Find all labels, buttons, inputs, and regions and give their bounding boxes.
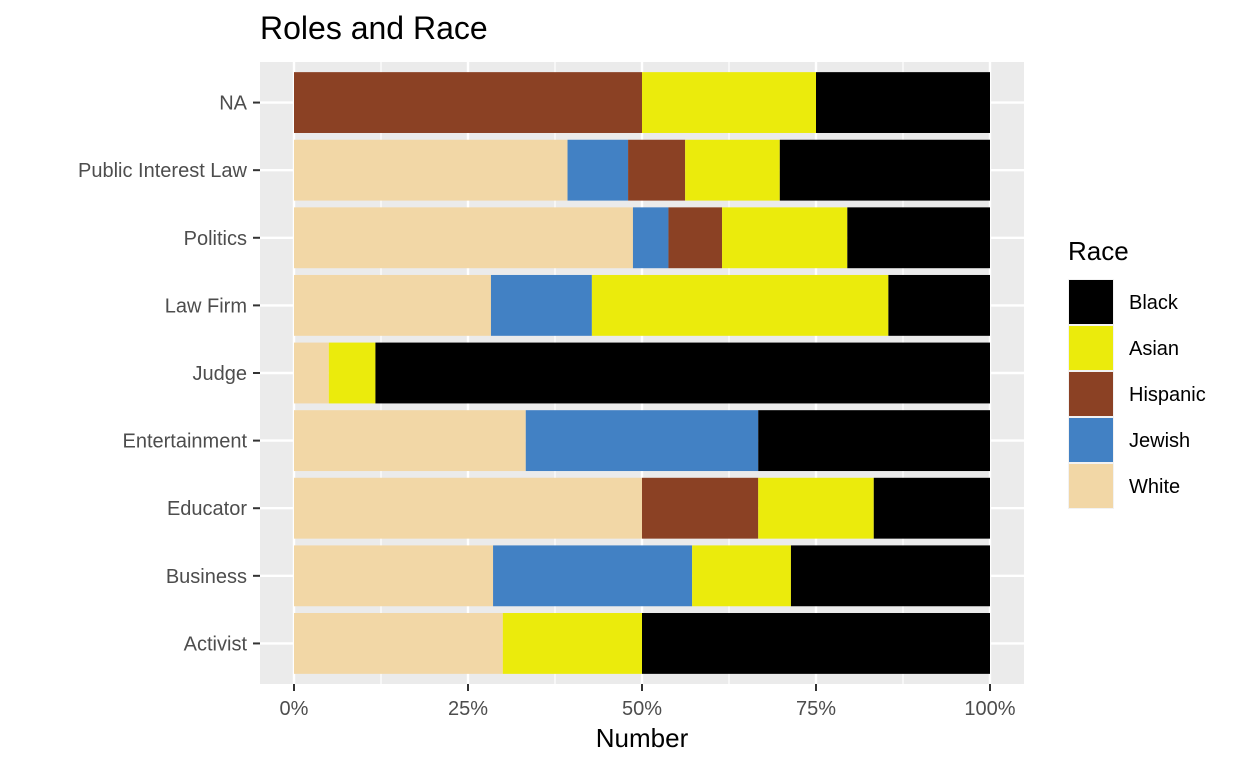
bar-segment-asian-activist (502, 613, 642, 674)
bar-segment-asian-business (692, 545, 791, 607)
x-tick-label: 25% (448, 698, 488, 720)
chart-title: Roles and Race (260, 10, 488, 46)
bar-segment-jewish-entertainment (525, 410, 759, 472)
x-tick-label: 0% (280, 698, 309, 720)
bar-segment-black-business (790, 545, 990, 607)
y-tick-label: Entertainment (122, 431, 247, 453)
legend-swatch-hispanic (1069, 372, 1113, 416)
x-tick-label: 75% (796, 698, 836, 720)
legend-swatch-black (1069, 280, 1113, 324)
bar-segment-white-politics (294, 207, 633, 269)
y-tick-label: Business (166, 566, 247, 588)
bar-segment-black-entertainment (758, 410, 990, 472)
bar-segment-black-na (816, 72, 990, 133)
bar-segment-hispanic-politics (668, 207, 723, 269)
bar-segment-hispanic-educator (642, 477, 759, 539)
bar-segment-white-public-interest-law (294, 139, 568, 201)
legend-label-asian: Asian (1129, 338, 1179, 360)
legend-label-white: White (1129, 476, 1180, 498)
bar-segment-white-activist (294, 613, 503, 674)
bar-segment-jewish-law-firm (490, 274, 592, 336)
bar-segment-asian-politics (722, 207, 848, 269)
bar-segment-jewish-politics (632, 207, 669, 269)
y-tick-label: Educator (167, 498, 247, 520)
bar-segment-white-educator (294, 477, 642, 539)
legend-label-hispanic: Hispanic (1129, 384, 1206, 406)
bars (294, 72, 990, 674)
y-tick-label: Public Interest Law (78, 160, 248, 182)
legend-swatch-asian (1069, 326, 1113, 370)
bar-segment-asian-public-interest-law (685, 139, 780, 201)
bar-segment-jewish-public-interest-law (567, 139, 629, 201)
bar-segment-black-law-firm (888, 274, 990, 336)
bar-segment-asian-law-firm (591, 274, 889, 336)
y-tick-label: Activist (184, 633, 248, 655)
bar-segment-white-law-firm (294, 274, 491, 336)
legend-title: Race (1068, 236, 1129, 266)
bar-segment-black-activist (642, 613, 990, 674)
legend-label-jewish: Jewish (1129, 430, 1190, 452)
y-tick-label: Judge (193, 363, 248, 385)
bar-segment-white-entertainment (294, 410, 526, 472)
x-tick-label: 50% (622, 698, 662, 720)
bar-segment-black-public-interest-law (779, 139, 990, 201)
bar-segment-hispanic-public-interest-law (628, 139, 686, 201)
bar-segment-white-business (294, 545, 494, 607)
bar-segment-asian-judge (328, 342, 376, 404)
x-axis-title: Number (596, 723, 689, 753)
bar-segment-jewish-business (493, 545, 693, 607)
x-tick-label: 100% (964, 698, 1015, 720)
legend: Race Black Asian Hispanic Jewish White (1068, 236, 1206, 509)
y-tick-label: NA (219, 93, 247, 115)
x-axis: 0% 25% 50% 75% 100% (280, 684, 1016, 720)
bar-segment-hispanic-na (294, 72, 642, 133)
legend-swatch-jewish (1069, 418, 1113, 462)
bar-segment-black-educator (873, 477, 990, 539)
legend-swatch-white (1069, 464, 1113, 508)
bar-segment-asian-na (642, 72, 816, 133)
legend-label-black: Black (1129, 292, 1179, 314)
bar-segment-black-judge (375, 342, 990, 404)
y-tick-label: Law Firm (165, 295, 247, 317)
bar-segment-black-politics (847, 207, 990, 269)
bar-segment-white-judge (294, 342, 329, 404)
y-axis: Activist Business Educator Entertainment Jud… (78, 93, 260, 655)
bar-segment-asian-educator (758, 477, 874, 539)
y-tick-label: Politics (184, 228, 247, 250)
